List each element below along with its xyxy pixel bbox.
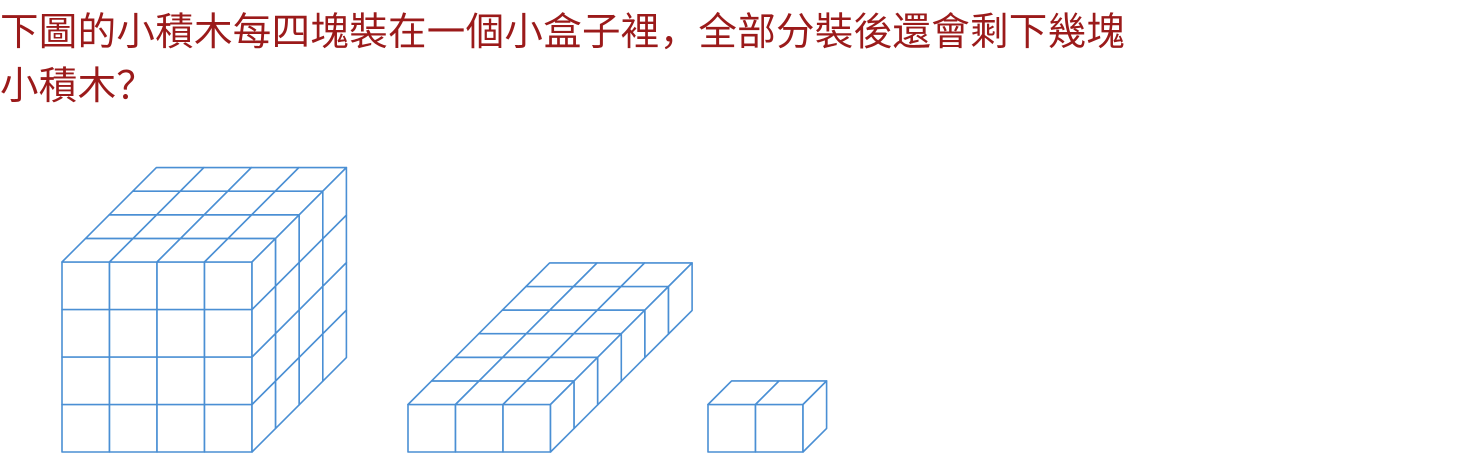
front-cube-face — [203, 403, 253, 453]
front-cube-face — [203, 308, 253, 358]
question-line-1: 下圖的小積木每四塊裝在一個小盒子裡，全部分裝後還會剩下幾塊 — [0, 10, 1126, 55]
side-cube-face — [802, 380, 828, 453]
front-cube-face — [61, 308, 111, 358]
side-cube-face — [321, 166, 348, 240]
front-cube-face — [156, 261, 206, 311]
pair-figure — [707, 380, 828, 453]
front-cube-face — [61, 356, 111, 406]
front-cube-face — [203, 261, 253, 311]
front-cube-face — [61, 403, 111, 453]
front-cube-face — [156, 308, 206, 358]
cube-stack-figure — [61, 166, 348, 453]
front-cube-face — [108, 356, 158, 406]
side-cube-face — [667, 262, 693, 335]
front-cube-face — [502, 403, 552, 453]
front-cube-face — [156, 356, 206, 406]
front-cube-face — [108, 261, 158, 311]
front-cube-face — [454, 403, 504, 453]
front-cube-face — [754, 403, 804, 453]
front-cube-face — [407, 403, 457, 453]
front-cube-face — [203, 356, 253, 406]
front-cube-face — [156, 403, 206, 453]
front-cube-face — [108, 403, 158, 453]
front-cube-face — [61, 261, 111, 311]
question-line-2: 小積木？ — [0, 64, 156, 109]
slab-figure — [407, 262, 693, 453]
front-cube-face — [108, 308, 158, 358]
question-text: 下圖的小積木每四塊裝在一個小盒子裡，全部分裝後還會剩下幾塊 小積木？ — [0, 6, 1460, 114]
front-cube-face — [707, 403, 757, 453]
